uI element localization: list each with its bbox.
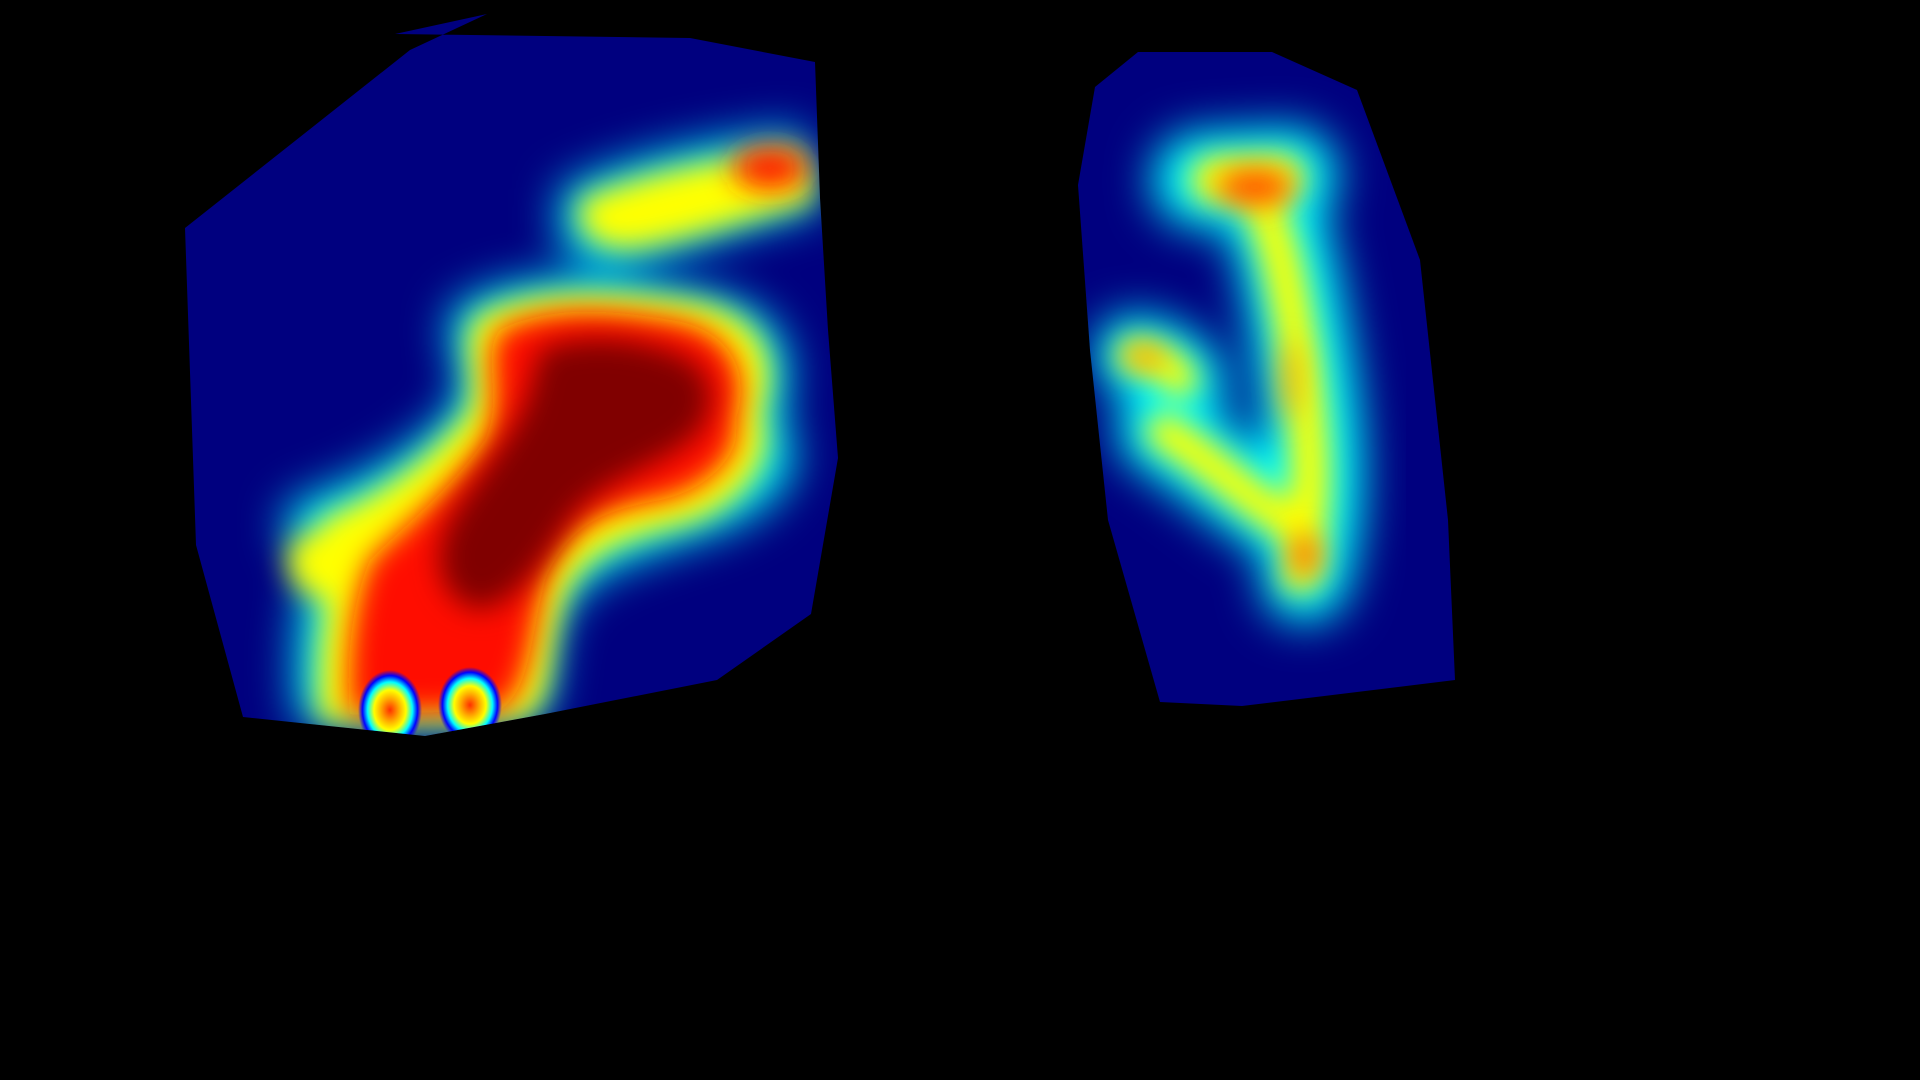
right-top-spot (1217, 169, 1293, 205)
left-bottom-spot-2 (438, 667, 502, 736)
right-left-spot (1125, 347, 1165, 367)
right-branch-spot (1291, 533, 1319, 577)
left-bottom-spot-1 (358, 670, 422, 736)
left-core (440, 339, 711, 610)
right-hotspots (1125, 169, 1319, 577)
right-branch-mid (1280, 340, 1300, 420)
right-region (1078, 52, 1455, 706)
left-bottom-spots (358, 667, 502, 736)
left-region (185, 14, 838, 736)
